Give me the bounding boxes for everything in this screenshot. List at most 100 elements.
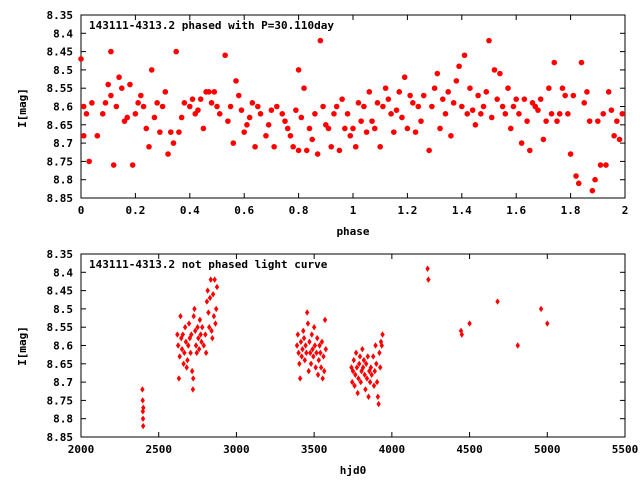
unphased-data-point [360, 345, 365, 353]
unphased-data-point [304, 349, 309, 357]
phased-data-point [537, 96, 544, 102]
unphased-y-tick-label: 8.5 [53, 303, 73, 316]
unphased-data-point [304, 309, 310, 316]
unphased-x-tick-label: 2000 [68, 443, 95, 456]
unphased-x-tick-label: 3500 [301, 443, 328, 456]
phased-data-point [352, 143, 359, 150]
phased-data-point [216, 111, 223, 117]
phased-data-point [399, 114, 405, 121]
phased-data-point [127, 81, 133, 88]
unphased-data-point [366, 393, 371, 400]
unphased-data-point [204, 298, 210, 305]
unphased-data-point [315, 334, 320, 342]
phased-data-point [271, 143, 277, 150]
phased-data-point [478, 111, 484, 117]
unphased-x-tick-label: 2500 [145, 443, 172, 456]
unphased-data-point [212, 276, 217, 283]
unphased-y-tick-label: 8.6 [53, 340, 73, 353]
unphased-data-point [368, 364, 374, 371]
phased-data-point [415, 103, 422, 110]
unphased-data-point [515, 342, 520, 349]
unphased-data-point [178, 313, 183, 320]
phased-data-point [578, 59, 585, 66]
phased-light-curve-chart: 0 0.2 0.4 0.6 0.8 1 1.2 1.4 1.6 1.8 2 8.35 8.4 8.45 8.… [16, 9, 628, 238]
phased-data-point [306, 125, 313, 132]
phased-x-tick-label: 1.4 [452, 204, 472, 217]
phased-data-point [89, 100, 95, 106]
phased-y-tick-label: 8.65 [47, 119, 74, 132]
phased-data-point [162, 89, 169, 95]
unphased-data-point [193, 342, 199, 349]
unphased-data-point [459, 331, 464, 338]
unphased-data-point [351, 356, 356, 364]
phased-data-point [380, 103, 386, 110]
phased-x-tick-label: 1.8 [561, 204, 581, 217]
unphased-axes-ticks: 2000 2500 3000 3500 4000 4500 5000 5500 8.35 8.4 8… [47, 248, 639, 456]
phased-data-point [129, 162, 136, 168]
phased-data-point [366, 89, 373, 95]
unphased-data-point [185, 356, 190, 364]
unphased-data-point [203, 331, 208, 338]
unphased-data-point [318, 349, 323, 357]
unphased-data-point [189, 367, 195, 375]
phased-data-point [165, 151, 171, 157]
unphased-data-point [301, 334, 307, 342]
unphased-data-point [316, 356, 322, 364]
unphased-data-point [299, 353, 304, 360]
phased-data-point [418, 118, 424, 124]
phased-data-point [314, 151, 321, 157]
unphased-data-point [196, 345, 202, 353]
phased-data-point [540, 136, 547, 143]
phased-data-point [448, 132, 454, 139]
phased-data-point [363, 129, 370, 135]
unphased-data-point [320, 375, 325, 382]
phased-data-point [426, 147, 432, 154]
phased-data-point [333, 103, 340, 110]
unphased-data-point [213, 320, 218, 327]
unphased-data-point [367, 378, 373, 386]
phased-data-point [597, 162, 604, 168]
phased-data-point [249, 100, 256, 106]
unphased-light-curve-chart: 2000 2500 3000 3500 4000 4500 5000 5500 8.35 8.4 8… [16, 248, 638, 477]
unphased-data-point [182, 349, 187, 357]
unphased-data-point [314, 349, 319, 357]
unphased-data-point [182, 324, 188, 331]
phased-data-point [548, 111, 555, 117]
unphased-data-point [141, 404, 146, 411]
phased-data-point [195, 107, 201, 113]
unphased-data-point [140, 397, 145, 404]
unphased-data-point [207, 324, 212, 331]
unphased-data-point [180, 331, 186, 338]
phased-data-point [614, 118, 620, 124]
unphased-data-point [181, 360, 186, 367]
unphased-x-axis-label: hjd0 [340, 464, 367, 477]
phased-data-point [445, 89, 452, 95]
phased-data-point [230, 140, 237, 146]
phased-data-point [461, 52, 468, 59]
phased-data-point [295, 67, 302, 73]
unphased-data-point [315, 371, 321, 378]
phased-data-point [80, 103, 87, 110]
phased-data-point [157, 129, 163, 135]
unphased-data-point [379, 342, 384, 349]
phased-data-point [494, 96, 500, 102]
phased-data-point [556, 111, 563, 117]
phased-data-point [486, 37, 492, 44]
phased-data-point [546, 85, 552, 91]
unphased-data-point [371, 382, 377, 389]
phased-data-point [83, 111, 90, 117]
phased-data-point [254, 103, 261, 110]
unphased-y-tick-label: 8.4 [53, 266, 73, 279]
phased-data-point [320, 103, 326, 110]
phased-data-point [80, 132, 87, 139]
phased-data-point [309, 136, 316, 143]
phased-data-point [619, 111, 626, 117]
unphased-data-point [310, 345, 315, 353]
phased-data-point [284, 125, 291, 132]
phased-x-axis-label: phase [336, 225, 369, 238]
phased-data-point [554, 118, 560, 124]
phased-data-point [325, 125, 332, 132]
phased-data-point [208, 100, 215, 106]
unphased-data-point [374, 360, 379, 367]
unphased-data-point [294, 342, 300, 349]
